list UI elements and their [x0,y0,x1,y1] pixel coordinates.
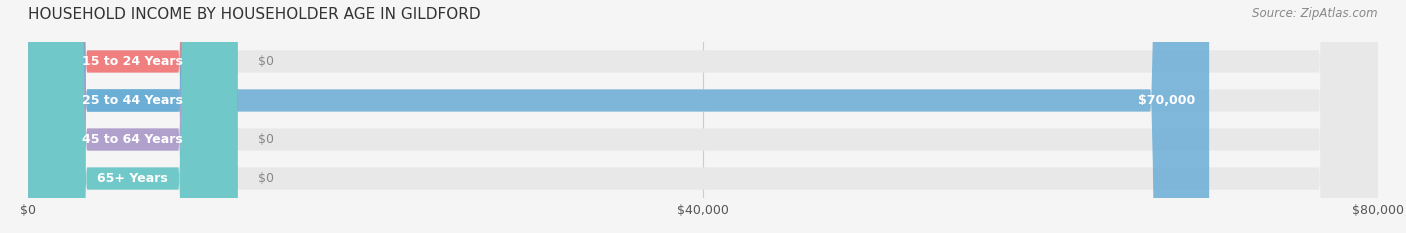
FancyBboxPatch shape [28,0,238,233]
Text: 65+ Years: 65+ Years [97,172,169,185]
FancyBboxPatch shape [28,0,1378,233]
Text: $0: $0 [257,55,274,68]
FancyBboxPatch shape [28,0,238,233]
FancyBboxPatch shape [28,0,238,233]
Text: HOUSEHOLD INCOME BY HOUSEHOLDER AGE IN GILDFORD: HOUSEHOLD INCOME BY HOUSEHOLDER AGE IN G… [28,7,481,22]
Text: $0: $0 [257,172,274,185]
Text: 45 to 64 Years: 45 to 64 Years [83,133,183,146]
FancyBboxPatch shape [28,0,1209,233]
Text: $0: $0 [257,133,274,146]
Text: $70,000: $70,000 [1139,94,1195,107]
FancyBboxPatch shape [28,0,1378,233]
FancyBboxPatch shape [28,0,1378,233]
FancyBboxPatch shape [28,0,1378,233]
Text: 15 to 24 Years: 15 to 24 Years [83,55,183,68]
Text: Source: ZipAtlas.com: Source: ZipAtlas.com [1253,7,1378,20]
Text: 25 to 44 Years: 25 to 44 Years [83,94,183,107]
FancyBboxPatch shape [28,0,238,233]
